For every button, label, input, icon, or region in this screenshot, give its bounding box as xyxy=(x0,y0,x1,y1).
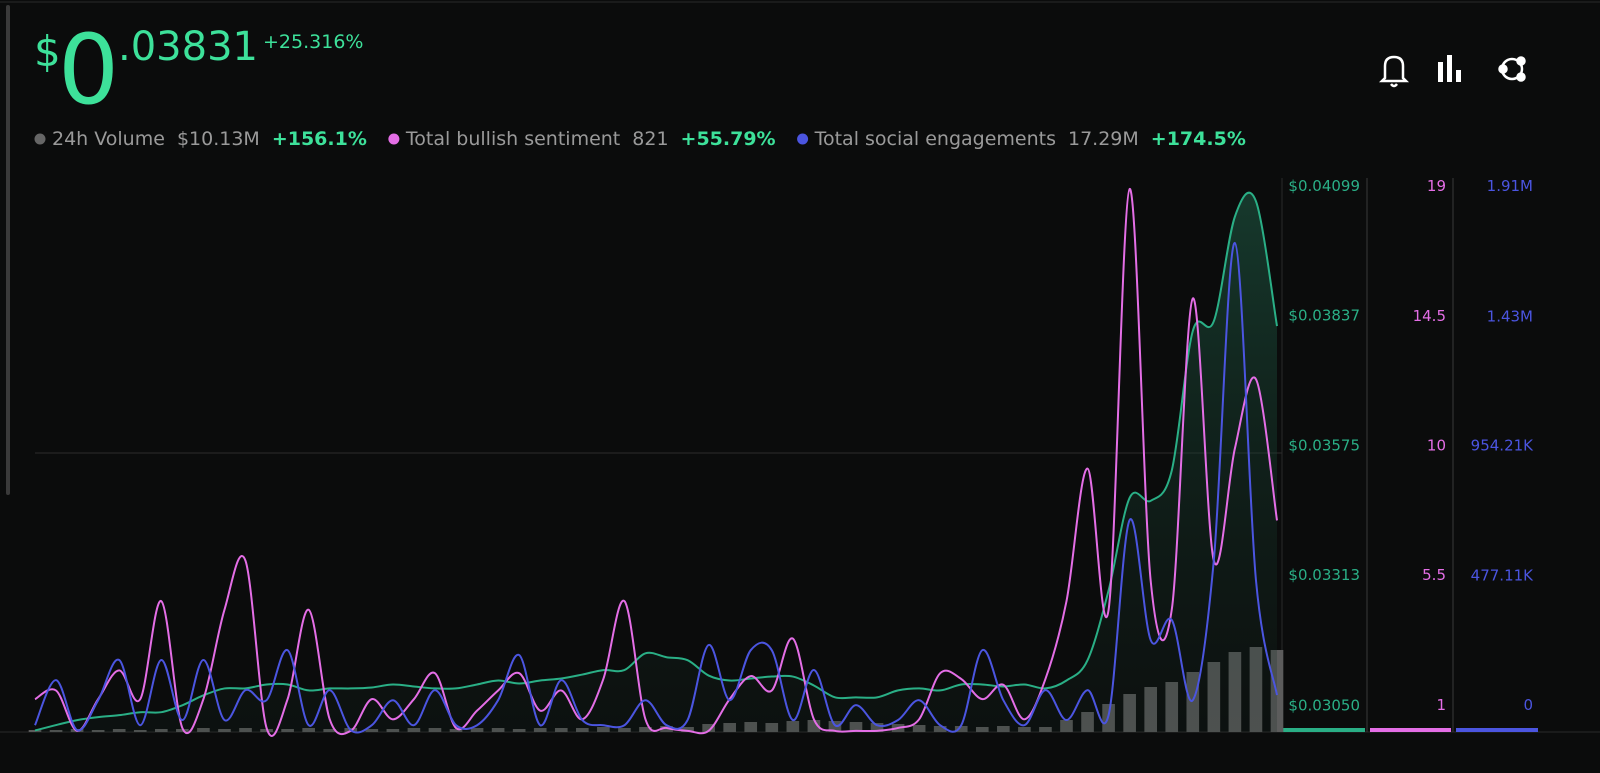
series-line xyxy=(34,241,1278,734)
legend-dot xyxy=(797,133,809,145)
legend-change: +174.5% xyxy=(1151,128,1246,150)
price-currency: $ xyxy=(34,27,61,76)
price-change: +25.316% xyxy=(263,31,363,53)
y-tick-label: 1.91M xyxy=(1487,177,1533,195)
bell-icon[interactable] xyxy=(1378,55,1410,88)
price-decimals: .03831 xyxy=(118,24,258,70)
y-tick-label: $0.03837 xyxy=(1288,307,1360,325)
y-tick-label: 10 xyxy=(1427,436,1446,454)
legend-value: $10.13M xyxy=(177,128,260,150)
plot xyxy=(28,187,1284,737)
y-tick-label: $0.03050 xyxy=(1288,696,1360,714)
axis-color-bar xyxy=(1456,728,1538,732)
price-line xyxy=(34,191,1278,732)
price-integer: 0 xyxy=(58,14,119,126)
legend-dot xyxy=(388,133,400,145)
price-area xyxy=(35,192,1277,733)
y-tick-label: 5.5 xyxy=(1422,566,1446,584)
legend-name: 24h Volume xyxy=(52,128,165,150)
scrollbar[interactable] xyxy=(6,5,10,495)
series-line xyxy=(34,187,1278,737)
y-tick-label: 1.43M xyxy=(1487,307,1533,325)
y-tick-label: $0.04099 xyxy=(1288,177,1360,195)
legend-change: +156.1% xyxy=(272,128,367,150)
chart-icon[interactable] xyxy=(1438,55,1461,82)
legend-value: 17.29M xyxy=(1068,128,1139,150)
y-tick-label: 477.11K xyxy=(1471,566,1534,584)
legend-name: Total social engagements xyxy=(814,128,1056,150)
y-tick-label: 14.5 xyxy=(1413,307,1446,325)
y-tick-label: 1 xyxy=(1436,696,1446,714)
legend-value: 821 xyxy=(632,128,668,150)
y-tick-label: 954.21K xyxy=(1471,437,1534,455)
legend-dot xyxy=(34,133,46,145)
y-tick-label: 19 xyxy=(1427,177,1446,195)
share-icon[interactable] xyxy=(1498,56,1526,82)
legend: 24h Volume $10.13M +156.1% Total bullish se… xyxy=(34,128,1246,150)
axis-color-bar xyxy=(1283,728,1365,732)
legend-name: Total bullish sentiment xyxy=(405,128,620,150)
y-tick-label: 0 xyxy=(1523,696,1533,714)
y-tick-label: $0.03313 xyxy=(1288,566,1360,584)
axis-color-bar xyxy=(1370,728,1451,732)
y-tick-label: $0.03575 xyxy=(1288,436,1360,454)
legend-change: +55.79% xyxy=(681,128,776,150)
